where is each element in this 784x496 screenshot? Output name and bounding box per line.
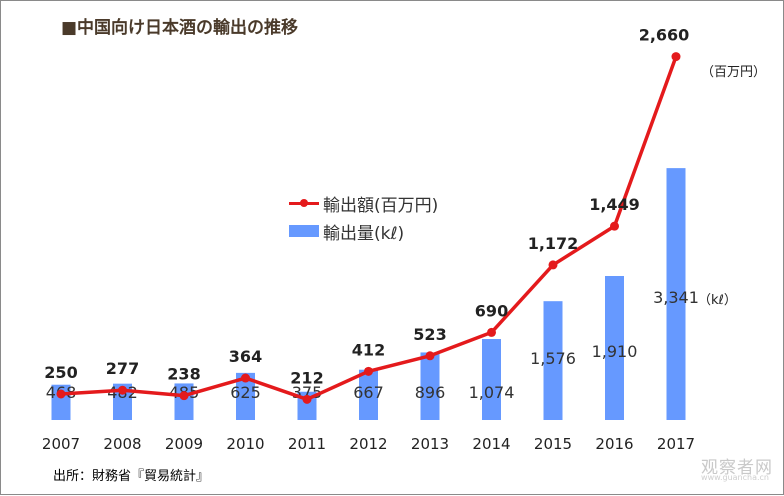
legend-label-export-value: 輸出額(百万円) xyxy=(323,195,439,216)
x-tick-label-2010: 2010 xyxy=(226,435,264,453)
x-tick-label-2011: 2011 xyxy=(288,435,326,453)
bar-value-label-2017: 3,341 xyxy=(653,288,699,307)
bar-value-label-2015: 1,576 xyxy=(530,349,576,368)
legend-item-export-volume: 輸出量(kℓ) xyxy=(289,217,438,245)
x-tick-label-2009: 2009 xyxy=(165,435,203,453)
bar-2016 xyxy=(605,276,624,420)
bar-2017 xyxy=(666,168,686,420)
line-point-2014 xyxy=(487,327,496,337)
bar-2014 xyxy=(482,339,501,420)
line-point-2009 xyxy=(179,391,189,401)
bar-2012 xyxy=(359,369,378,420)
line-value-label-2017: 2,660 xyxy=(639,26,690,45)
bar-value-label-2010: 625 xyxy=(230,383,261,402)
x-tick-label-2014: 2014 xyxy=(472,435,510,453)
line-point-2016 xyxy=(610,221,619,231)
line-value-label-2013: 523 xyxy=(413,325,446,344)
source-note: 出所：財務省『貿易統計』 xyxy=(53,469,210,484)
line-value-label-2014: 690 xyxy=(475,301,508,320)
legend-label-export-volume: 輸出量(kℓ) xyxy=(323,223,405,244)
bar-value-label-2013: 896 xyxy=(415,383,446,402)
line-point-2017 xyxy=(671,52,681,62)
legend-line-marker xyxy=(289,198,319,207)
line-point-2015 xyxy=(548,260,558,270)
line-value-label-2016: 1,449 xyxy=(589,195,640,214)
x-tick-label-2013: 2013 xyxy=(411,435,449,453)
bar-2010 xyxy=(236,372,255,420)
bar-2008 xyxy=(113,383,132,420)
line-value-label-2010: 364 xyxy=(229,347,262,366)
bar-value-label-2012: 667 xyxy=(353,383,384,402)
x-tick-label-2017: 2017 xyxy=(657,435,695,453)
chart-legend: 輸出額(百万円) 輸出量(kℓ) xyxy=(289,189,438,245)
bar-value-label-2016: 1,910 xyxy=(592,342,638,361)
line-value-label-2015: 1,172 xyxy=(528,234,579,253)
line-point-2013 xyxy=(425,351,435,361)
watermark-url: www.guancha.cn xyxy=(701,473,769,482)
line-point-2008 xyxy=(118,385,127,395)
x-tick-label-2007: 2007 xyxy=(42,435,80,453)
legend-item-export-value: 輸出額(百万円) xyxy=(289,189,438,217)
x-tick-label-2012: 2012 xyxy=(349,435,387,453)
legend-bar-marker xyxy=(289,225,319,237)
line-unit-note: （百万円） xyxy=(701,65,767,80)
x-tick-label-2008: 2008 xyxy=(103,435,141,453)
line-point-2012 xyxy=(364,366,373,376)
bar-value-label-2014: 1,074 xyxy=(469,383,515,402)
line-value-label-2007: 250 xyxy=(44,363,77,382)
line-value-label-2009: 238 xyxy=(167,365,200,384)
line-value-label-2008: 277 xyxy=(106,359,139,378)
bar-unit-note: （kℓ） xyxy=(698,293,737,308)
line-point-2011 xyxy=(302,394,312,404)
chart-title: ■中国向け日本酒の輸出の推移 xyxy=(61,18,299,38)
bar-2015 xyxy=(543,301,563,420)
watermark: 观察者网 xyxy=(701,458,773,478)
x-tick-label-2015: 2015 xyxy=(534,435,572,453)
line-point-2010 xyxy=(241,373,250,383)
line-point-2007 xyxy=(56,389,66,399)
bar-2013 xyxy=(420,352,440,420)
x-tick-label-2016: 2016 xyxy=(595,435,633,453)
line-value-label-2012: 412 xyxy=(352,340,385,359)
line-value-label-2011: 212 xyxy=(290,368,323,387)
